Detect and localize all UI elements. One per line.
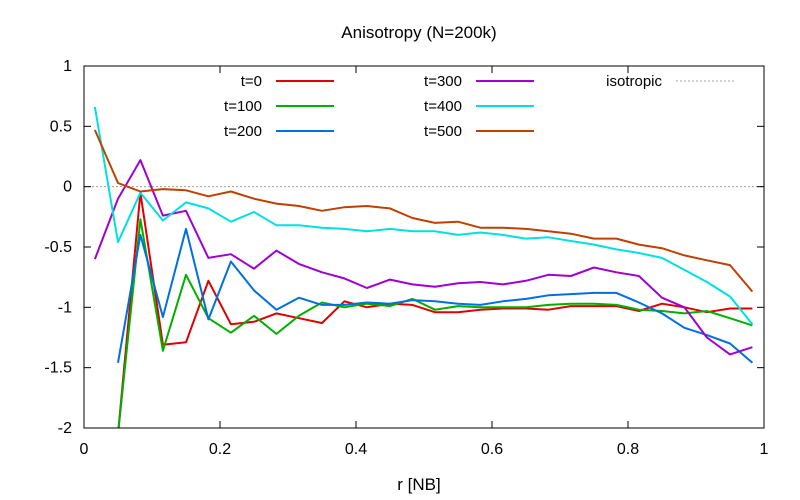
x-tick-label: 0.6 [481, 441, 503, 458]
y-tick-label: 1 [63, 58, 72, 75]
legend-label: t=300 [424, 73, 462, 90]
plot-frame [83, 65, 765, 429]
series-line-t-200 [117, 227, 754, 364]
x-tick-label: 1 [760, 441, 769, 458]
series-layer [93, 106, 754, 428]
x-tick-label: 0.2 [209, 441, 231, 458]
legend-label: t=0 [241, 73, 262, 90]
legend-label-isotropic: isotropic [606, 73, 662, 90]
y-tick-label: -2 [58, 420, 72, 437]
series-line-t-0 [117, 191, 753, 428]
series-group [93, 106, 754, 428]
chart-title: Anisotropy (N=200k) [341, 23, 496, 42]
legend-label: t=400 [424, 98, 462, 115]
legend-label: t=500 [424, 123, 462, 140]
x-axis-label: r [NB] [397, 475, 440, 494]
legend-label: t=100 [224, 98, 262, 115]
legend: t=0 t=100 t=200 t=300 t=400 t=500 isotropic [224, 73, 734, 140]
series-line-t-300 [93, 159, 753, 356]
axis-ticks: 0 0.2 0.4 0.6 0.8 1 1 0.5 0 -0.5 -1 -1.5 -2 [44, 58, 768, 458]
y-tick-label: -0.5 [44, 239, 72, 256]
x-tick-label: 0.8 [617, 441, 639, 458]
y-tick-label: -1.5 [44, 360, 72, 377]
series-line-t-400 [93, 106, 754, 325]
x-tick-label: 0.4 [345, 441, 367, 458]
y-tick-label: -1 [58, 299, 72, 316]
y-tick-label: 0 [63, 179, 72, 196]
x-tick-label: 0 [80, 441, 89, 458]
series-line-t-100 [117, 218, 753, 428]
series-line-t-500 [93, 129, 754, 293]
y-tick-label: 0.5 [50, 118, 72, 135]
plot-area [83, 65, 765, 429]
legend-label: t=200 [224, 123, 262, 140]
